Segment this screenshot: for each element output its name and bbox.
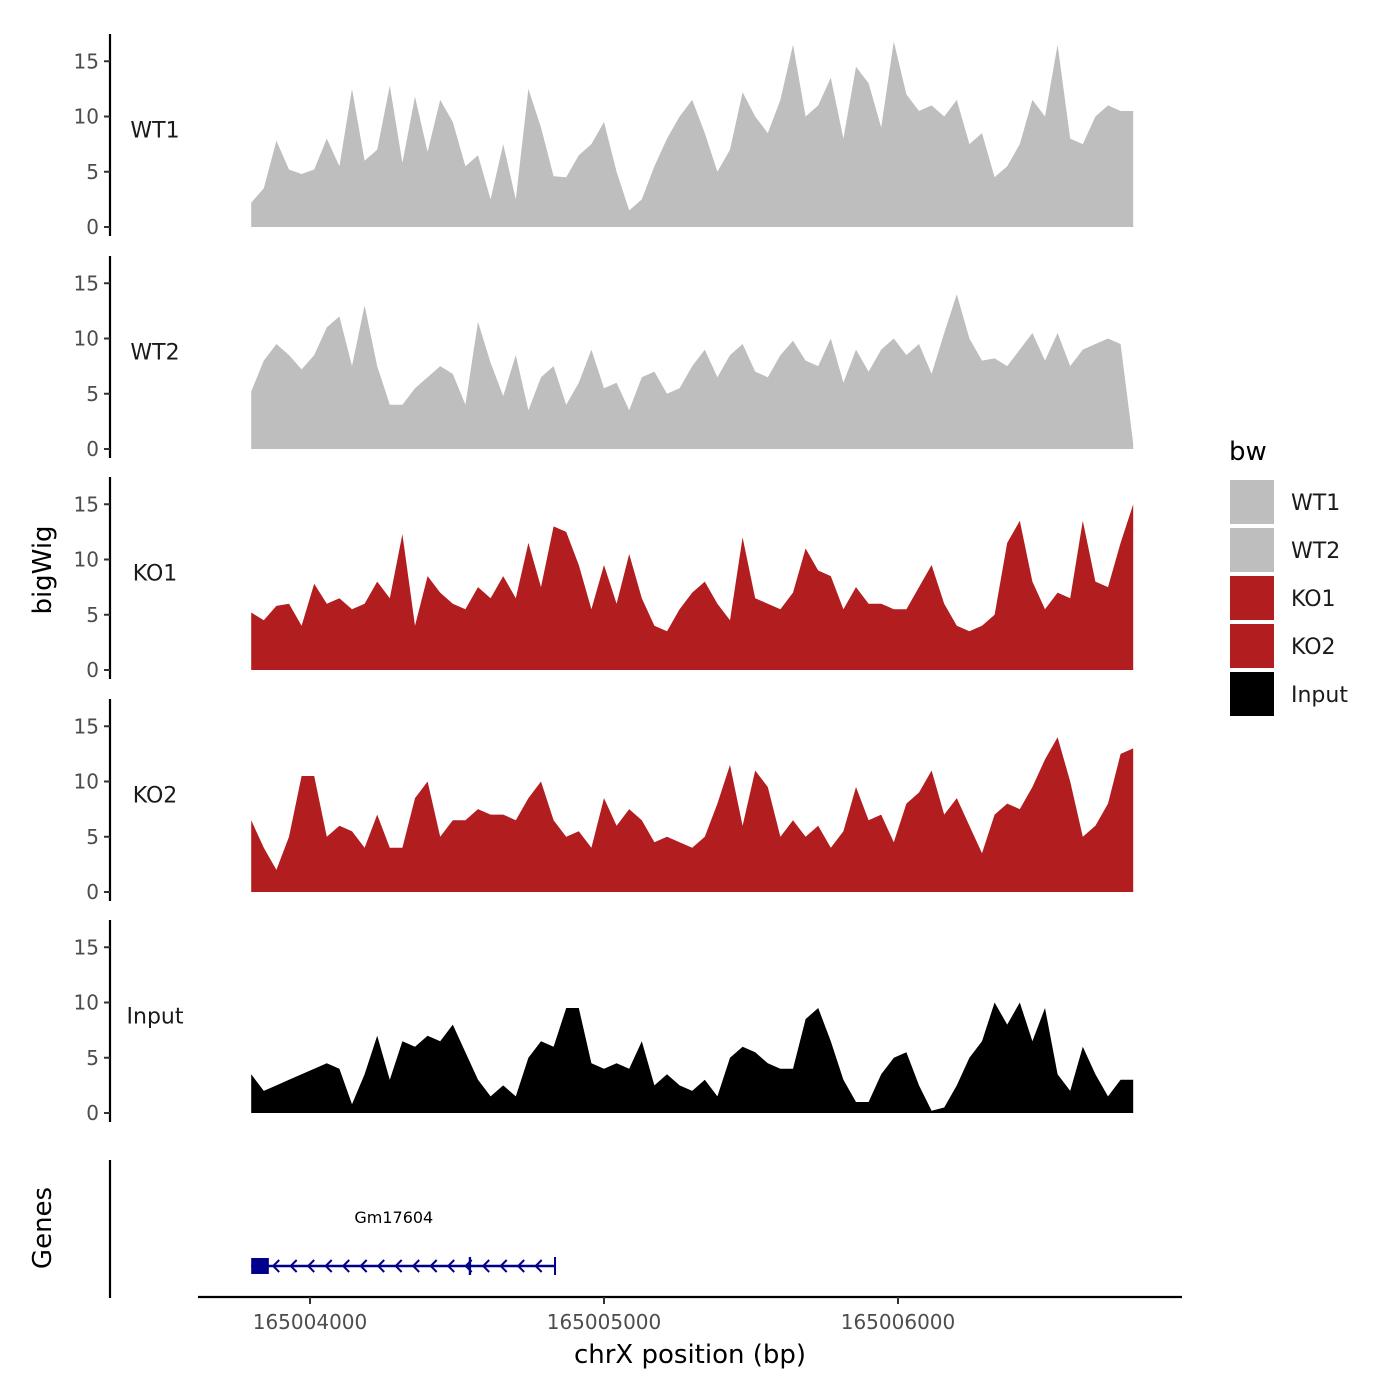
gene-panel: Gm17604: [108, 1160, 557, 1298]
legend-swatch: [1228, 574, 1276, 622]
gene-exon: [468, 1257, 472, 1275]
gene-exon: [251, 1258, 269, 1274]
y-tick-label: 15: [74, 935, 99, 959]
y-tick-label: 5: [86, 1046, 99, 1070]
track-area-input: [251, 1002, 1134, 1113]
legend-item-wt2: WT2: [1228, 526, 1340, 574]
track-label-ko1: KO1: [133, 561, 178, 586]
strand-arrow: [306, 1259, 315, 1273]
track-label-ko2: KO2: [133, 783, 178, 808]
legend-item-ko2: KO2: [1228, 622, 1336, 670]
gene-label: Gm17604: [354, 1208, 433, 1227]
strand-arrow: [534, 1259, 543, 1273]
legend-swatch: [1228, 670, 1276, 718]
strand-arrow: [376, 1259, 385, 1273]
track-input: 0 5 10 15 Input: [74, 920, 1134, 1125]
y-tick-label: 10: [74, 991, 99, 1015]
x-tick-label: 165004000: [253, 1310, 368, 1334]
y-tick-label: 15: [74, 271, 99, 295]
track-label-wt2: WT2: [130, 340, 179, 365]
y-tick-label: 15: [74, 492, 99, 516]
legend-swatch: [1228, 622, 1276, 670]
legend-item-ko1: KO1: [1228, 574, 1336, 622]
track-wt2: 0 5 10 15 WT2: [74, 256, 1134, 461]
y-tick-label: 0: [86, 880, 99, 904]
track-area-wt2: [251, 294, 1134, 449]
strand-arrow: [499, 1259, 508, 1273]
legend: bw WT1 WT2 KO1 KO2 Input: [1228, 437, 1348, 718]
legend-label: KO1: [1291, 587, 1336, 612]
legend-label: WT1: [1291, 491, 1340, 516]
y-tick-label: 5: [86, 603, 99, 627]
strand-arrow: [271, 1259, 280, 1273]
strand-arrow: [446, 1259, 455, 1273]
track-ko2: 0 5 10 15 KO2: [74, 699, 1134, 904]
genes-axis-title: Genes: [28, 1187, 58, 1269]
gene-exon: [554, 1257, 557, 1275]
strand-arrow: [411, 1259, 420, 1273]
track-area-wt1: [251, 41, 1134, 228]
y-tick-label: 0: [86, 215, 99, 239]
y-tick-label: 5: [86, 160, 99, 184]
strand-arrow: [516, 1259, 525, 1273]
strand-arrow: [324, 1259, 333, 1273]
y-tick-label: 10: [74, 770, 99, 794]
track-panels: 0 5 10 15 WT1 0 5 10 15 WT2 0 5 10 15 KO1 0 5 10 15 KO2 0 5 10…: [74, 34, 1134, 1125]
y-tick-label: 10: [74, 548, 99, 572]
track-label-input: Input: [127, 1004, 184, 1029]
strand-arrow: [481, 1259, 490, 1273]
y-tick-label: 5: [86, 825, 99, 849]
y-tick-label: 10: [74, 105, 99, 129]
strand-arrow: [341, 1259, 350, 1273]
legend-item-input: Input: [1228, 670, 1348, 718]
legend-swatch: [1228, 478, 1276, 526]
y-tick-label: 15: [74, 49, 99, 73]
y-tick-label: 0: [86, 1101, 99, 1125]
strand-arrow: [429, 1259, 438, 1273]
x-axis-title: chrX position (bp): [574, 1340, 806, 1370]
x-axis: 165004000 165005000 165006000: [198, 1295, 1182, 1334]
legend-swatch: [1228, 526, 1276, 574]
legend-label: KO2: [1291, 635, 1336, 660]
legend-label: Input: [1291, 683, 1348, 708]
gene-gm17604: Gm17604: [251, 1208, 557, 1275]
legend-title: bw: [1229, 437, 1267, 467]
legend-label: WT2: [1291, 539, 1340, 564]
strand-arrow: [394, 1259, 403, 1273]
x-tick-label: 165005000: [547, 1310, 662, 1334]
y-tick-label: 5: [86, 382, 99, 406]
y-tick-label: 10: [74, 327, 99, 351]
y-tick-label: 15: [74, 714, 99, 738]
track-area-ko2: [251, 737, 1134, 892]
track-wt1: 0 5 10 15 WT1: [74, 34, 1134, 239]
y-tick-label: 0: [86, 658, 99, 682]
y-tick-label: 0: [86, 437, 99, 461]
track-ko1: 0 5 10 15 KO1: [74, 477, 1134, 682]
legend-item-wt1: WT1: [1228, 478, 1340, 526]
strand-arrow: [289, 1259, 298, 1273]
track-area-ko1: [251, 504, 1134, 670]
y-axis-title: bigWig: [28, 525, 58, 614]
track-label-wt1: WT1: [130, 118, 179, 143]
strand-arrow: [359, 1259, 368, 1273]
x-tick-label: 165006000: [841, 1310, 956, 1334]
